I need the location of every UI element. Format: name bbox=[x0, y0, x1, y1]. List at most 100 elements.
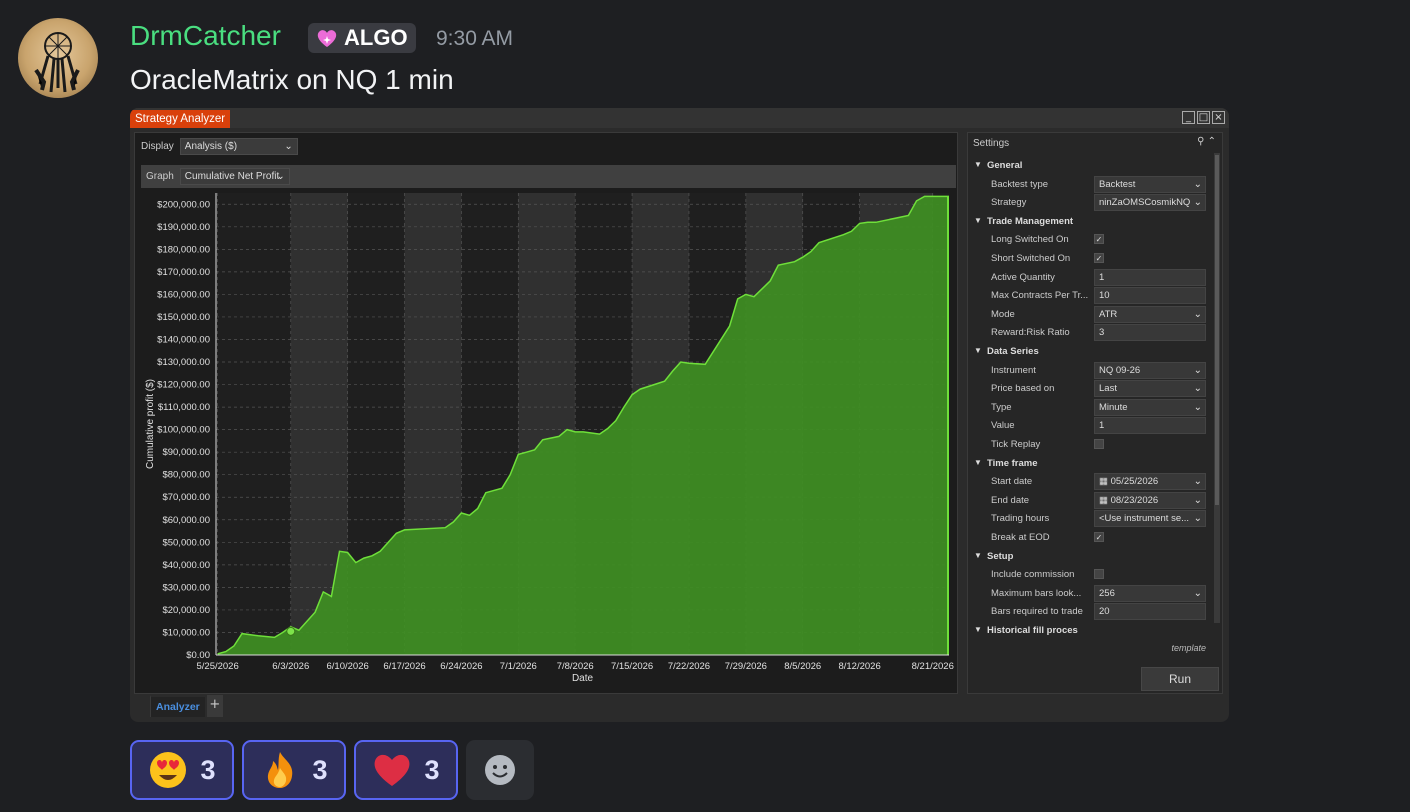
checkbox[interactable] bbox=[1094, 569, 1104, 580]
checkbox[interactable]: ✓ bbox=[1094, 532, 1104, 542]
date-picker[interactable]: ▦ 05/25/2026 ⌄ bbox=[1094, 473, 1206, 491]
role-tag-label: ALGO bbox=[344, 25, 408, 50]
analyzer-panel: Display Analysis ($) ⌄ Graph Cumulative N… bbox=[134, 132, 958, 694]
settings-input[interactable]: 3 bbox=[1094, 324, 1206, 342]
settings-select[interactable]: Last ⌄ bbox=[1094, 380, 1206, 398]
tab-analyzer[interactable]: Analyzer bbox=[150, 695, 205, 717]
message-text: OracleMatrix on NQ 1 min bbox=[130, 64, 454, 95]
collapse-triangle-icon[interactable]: ▼ bbox=[974, 457, 982, 467]
y-tick-label: $20,000.00 bbox=[162, 605, 210, 616]
collapse-triangle-icon[interactable]: ▼ bbox=[974, 550, 982, 560]
collapse-triangle-icon[interactable]: ▼ bbox=[974, 160, 982, 169]
chevron-down-icon: ⌄ bbox=[1193, 513, 1202, 525]
close-icon[interactable]: × bbox=[1212, 111, 1225, 124]
run-button[interactable]: Run bbox=[1141, 667, 1219, 691]
x-tick-label: 7/1/2026 bbox=[500, 661, 537, 672]
settings-value: 3 bbox=[1099, 327, 1105, 339]
settings-input[interactable]: 1 bbox=[1094, 417, 1206, 435]
collapse-triangle-icon[interactable]: ▼ bbox=[974, 625, 982, 634]
settings-value: Minute bbox=[1099, 401, 1128, 413]
settings-value: 10 bbox=[1099, 290, 1110, 302]
minimize-icon[interactable]: _ bbox=[1182, 111, 1195, 124]
settings-category[interactable]: ▼ Trade Management bbox=[968, 213, 1214, 231]
settings-label: Maximum bars look... bbox=[991, 587, 1082, 599]
settings-row: Active Quantity 1 bbox=[968, 268, 1214, 287]
x-tick-label: 7/8/2026 bbox=[557, 661, 594, 672]
x-tick-label: 7/15/2026 bbox=[611, 661, 653, 672]
settings-label: Value bbox=[991, 420, 1015, 432]
settings-label: Include commission bbox=[991, 569, 1075, 581]
y-axis-title: Cumulative profit ($) bbox=[145, 379, 156, 469]
add-tab-button[interactable]: + bbox=[206, 695, 223, 717]
window-title: Strategy Analyzer bbox=[130, 110, 231, 128]
attachment-screenshot[interactable]: Strategy Analyzer _ □ × Display Analysis… bbox=[130, 108, 1229, 722]
chart-area: $0.00 $10,000.00 $20,000.00 $30,000.00 $40,0… bbox=[141, 189, 956, 690]
settings-panel: Settings ⚲ ⌃ ▼ General Backtest type Backte… bbox=[967, 132, 1223, 694]
settings-label: Trade Management bbox=[987, 215, 1074, 227]
settings-row: Break at EOD ✓ bbox=[968, 529, 1214, 547]
y-tick-label: $0.00 bbox=[186, 650, 210, 661]
settings-label: Historical fill proces bbox=[987, 625, 1078, 636]
settings-input[interactable]: 20 bbox=[1094, 603, 1206, 621]
collapse-triangle-icon[interactable]: ▼ bbox=[974, 215, 982, 225]
x-tick-label: 8/5/2026 bbox=[784, 661, 821, 672]
y-tick-label: $100,000.00 bbox=[157, 425, 210, 436]
chevron-down-icon: ⌄ bbox=[1193, 178, 1202, 190]
settings-row: Short Switched On ✓ bbox=[968, 250, 1214, 268]
tab-bar: Analyzer + bbox=[150, 695, 223, 717]
x-tick-label: 6/10/2026 bbox=[327, 661, 369, 672]
settings-input[interactable]: 1 bbox=[1094, 268, 1206, 286]
username[interactable]: DrmCatcher bbox=[130, 20, 281, 51]
settings-row: End date ▦ 08/23/2026 ⌄ bbox=[968, 491, 1214, 510]
settings-label: Max Contracts Per Tr... bbox=[991, 290, 1089, 302]
settings-label: Active Quantity bbox=[991, 271, 1055, 283]
settings-select[interactable]: Minute ⌄ bbox=[1094, 398, 1206, 416]
template-link[interactable]: template bbox=[1171, 643, 1206, 653]
checkbox[interactable]: ✓ bbox=[1094, 234, 1104, 245]
collapse-triangle-icon[interactable]: ▼ bbox=[974, 346, 982, 355]
settings-select[interactable]: ATR ⌄ bbox=[1094, 305, 1206, 323]
y-tick-label: $110,000.00 bbox=[158, 402, 210, 413]
settings-select[interactable]: <Use instrument se... ⌄ bbox=[1094, 510, 1206, 528]
pin-icon[interactable]: ⚲ ⌃ bbox=[1197, 136, 1216, 147]
role-tag[interactable]: ALGO bbox=[308, 23, 416, 53]
settings-value: NQ 09-26 bbox=[1099, 364, 1141, 376]
settings-row: Tick Replay bbox=[968, 436, 1214, 454]
chevron-down-icon: ⌄ bbox=[1193, 383, 1202, 395]
reaction-heart-eyes[interactable]: 3 bbox=[130, 740, 234, 800]
y-tick-label: $200,000.00 bbox=[157, 199, 210, 210]
reaction-heart[interactable]: 3 bbox=[354, 740, 458, 800]
avatar[interactable] bbox=[18, 18, 98, 98]
y-tick-label: $120,000.00 bbox=[157, 380, 210, 391]
settings-category[interactable]: ▼ General bbox=[968, 157, 1214, 175]
checkbox[interactable] bbox=[1094, 439, 1104, 449]
y-tick-label: $90,000.00 bbox=[162, 447, 210, 458]
settings-value: ATR bbox=[1099, 308, 1118, 320]
settings-category[interactable]: ▼ Time frame bbox=[968, 455, 1214, 473]
checkbox[interactable]: ✓ bbox=[1094, 253, 1104, 263]
maximize-icon[interactable]: □ bbox=[1197, 111, 1210, 124]
settings-input[interactable]: 10 bbox=[1094, 287, 1206, 305]
reaction-fire[interactable]: 3 bbox=[242, 740, 346, 800]
settings-category[interactable]: ▼ Setup bbox=[968, 548, 1214, 566]
settings-category[interactable]: ▼ Historical fill proces bbox=[968, 622, 1214, 640]
settings-scrollbar[interactable] bbox=[1214, 153, 1220, 623]
settings-select[interactable]: NQ 09-26 ⌄ bbox=[1094, 361, 1206, 379]
chevron-down-icon: ⌄ bbox=[1193, 476, 1202, 488]
settings-select[interactable]: Backtest ⌄ bbox=[1094, 175, 1206, 193]
settings-label: Price based on bbox=[991, 383, 1055, 395]
settings-value: 256 bbox=[1099, 587, 1115, 599]
fire-emoji-icon bbox=[268, 752, 293, 788]
settings-label: Long Switched On bbox=[991, 234, 1069, 246]
y-tick-label: $150,000.00 bbox=[157, 312, 210, 323]
settings-select[interactable]: ninZaOMSCosmikNQ ⌄ bbox=[1094, 194, 1206, 212]
settings-select[interactable]: 256 ⌄ bbox=[1094, 584, 1206, 602]
graph-select[interactable]: Cumulative Net Profit ⌄ bbox=[179, 168, 290, 185]
chevron-down-icon: ⌄ bbox=[1193, 494, 1202, 506]
chevron-down-icon: ⌄ bbox=[1193, 197, 1202, 209]
settings-row: Maximum bars look... 256 ⌄ bbox=[968, 584, 1214, 603]
add-reaction-button[interactable] bbox=[466, 740, 534, 800]
date-picker[interactable]: ▦ 08/23/2026 ⌄ bbox=[1094, 491, 1206, 509]
display-select[interactable]: Analysis ($) ⌄ bbox=[179, 138, 298, 155]
settings-category[interactable]: ▼ Data Series bbox=[968, 343, 1214, 361]
